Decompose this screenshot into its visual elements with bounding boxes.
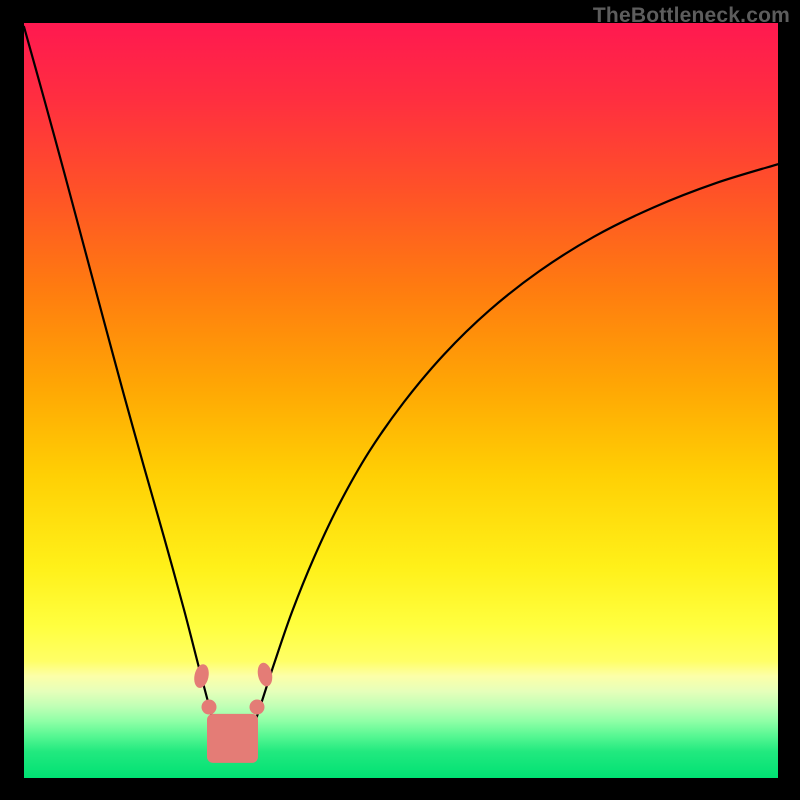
vertex-marker-bar bbox=[207, 714, 258, 763]
vertex-marker-dot-1 bbox=[250, 700, 265, 715]
vertex-marker-dot-0 bbox=[202, 700, 217, 715]
plot-area bbox=[24, 23, 778, 778]
chart-frame: TheBottleneck.com bbox=[0, 0, 800, 800]
bottleneck-chart bbox=[24, 23, 778, 778]
watermark-label: TheBottleneck.com bbox=[593, 4, 790, 28]
gradient-background bbox=[24, 23, 778, 778]
